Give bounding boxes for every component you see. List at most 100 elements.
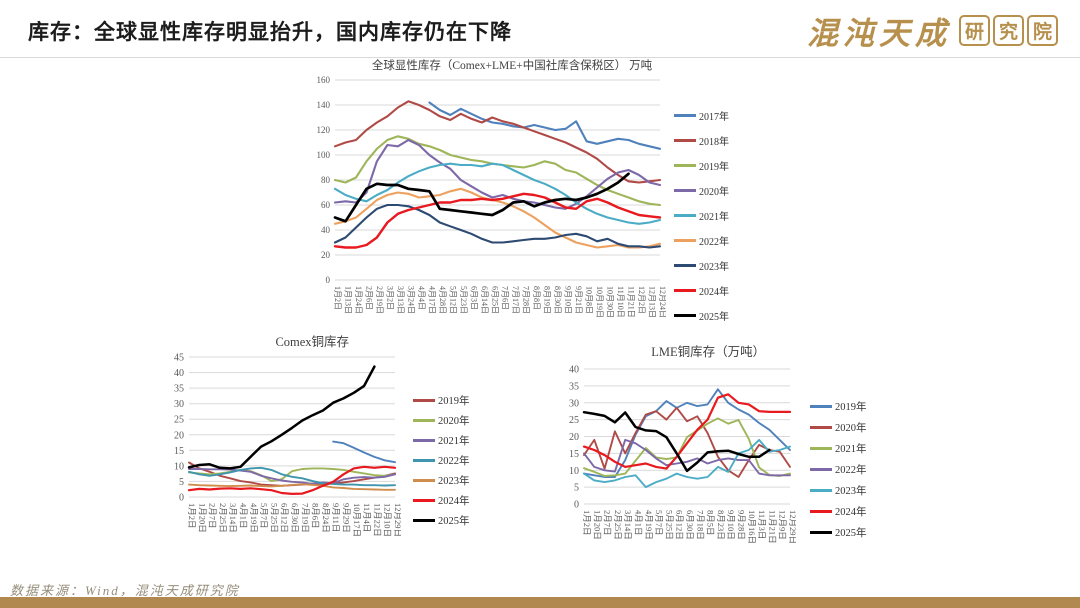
legend-item-2021年: 2021年: [810, 441, 867, 456]
legend-label: 2023年: [699, 262, 729, 273]
x-tick-label: 11月3日: [757, 510, 767, 539]
legend-label: 2020年: [699, 187, 729, 198]
legend-item-2022年: 2022年: [810, 462, 867, 477]
legend-label: 2020年: [438, 416, 470, 427]
legend-swatch: [413, 519, 435, 522]
y-tick-label: 10: [174, 461, 184, 472]
y-tick-label: 40: [321, 225, 331, 235]
x-tick-label: 2月6日: [364, 286, 373, 310]
x-tick-label: 10月16日: [747, 510, 757, 544]
x-tick-label: 6月25日: [490, 286, 499, 314]
legend-swatch: [413, 499, 435, 502]
y-tick-label: 100: [317, 150, 331, 160]
series-line-2018年: [333, 100, 662, 184]
series-line-2020年: [333, 138, 662, 210]
legend-swatch: [810, 405, 832, 408]
x-tick-label: 12月2日: [637, 286, 646, 314]
logo-suffix-char: 研: [959, 15, 990, 46]
logo-suffix: 研究院: [959, 15, 1058, 46]
legend-swatch: [674, 114, 696, 117]
x-tick-label: 10月17日: [352, 503, 362, 537]
y-tick-label: 160: [317, 75, 331, 85]
x-tick-label: 2月25日: [613, 510, 623, 540]
logo-brand-text: 混沌天成: [807, 16, 951, 51]
legend-label: 2022年: [835, 465, 867, 476]
x-tick-label: 5月7日: [654, 510, 664, 536]
legend-label: 2022年: [438, 456, 470, 467]
legend-item-2025年: 2025年: [810, 525, 867, 540]
legend-label: 2019年: [835, 402, 867, 413]
legend-item-2022年: 2022年: [674, 233, 729, 248]
legend-swatch: [674, 164, 696, 167]
bottom-accent-bar: [0, 597, 1080, 608]
x-tick-label: 7月19日: [300, 503, 310, 533]
y-tick-label: 35: [569, 381, 579, 392]
x-tick-label: 6月3日: [469, 286, 478, 310]
series-line-2024年: [187, 465, 397, 495]
series-line-2024年: [582, 393, 792, 470]
y-tick-label: 20: [174, 430, 184, 441]
x-tick-label: 4月28日: [438, 286, 447, 314]
x-tick-label: 4月1日: [239, 503, 249, 529]
legend-label: 2021年: [835, 444, 867, 455]
x-tick-label: 4月4日: [417, 286, 426, 310]
x-tick-label: 11月22日: [372, 503, 382, 537]
x-tick-label: 2月7日: [603, 510, 613, 536]
x-tick-label: 8月30日: [553, 286, 562, 314]
x-tick-label: 2月25日: [218, 503, 228, 533]
x-tick-label: 8月19日: [543, 286, 552, 314]
x-tick-label: 5月25日: [269, 503, 279, 533]
legend-item-2025年: 2025年: [674, 308, 729, 323]
series-line-2020年: [583, 406, 791, 478]
series-line-2022年: [188, 466, 396, 487]
legend-swatch: [674, 264, 696, 267]
x-tick-label: 3月14日: [623, 510, 633, 540]
x-tick-label: 6月30日: [685, 510, 695, 540]
legend-item-2024年: 2024年: [810, 504, 867, 519]
y-tick-label: 30: [174, 399, 184, 410]
legend-item-2018年: 2018年: [674, 133, 729, 148]
legend-swatch: [413, 479, 435, 482]
legend-item-2024年: 2024年: [674, 283, 729, 298]
legend-label: 2021年: [438, 436, 470, 447]
series-line-2021年: [188, 468, 396, 485]
x-tick-label: 5月12日: [448, 286, 457, 314]
legend-swatch: [413, 439, 435, 442]
x-tick-label: 1月24日: [354, 286, 363, 314]
x-tick-label: 2月7日: [208, 503, 218, 529]
x-tick-label: 7月6日: [501, 286, 510, 310]
x-tick-label: 3月13日: [396, 286, 405, 314]
x-tick-label: 6月14日: [480, 286, 489, 314]
y-tick-label: 40: [569, 365, 579, 376]
x-tick-label: 3月24日: [406, 286, 415, 314]
page-title: 库存：全球显性库存明显抬升，国内库存仍在下降: [28, 20, 512, 44]
series-line-2024年: [333, 192, 662, 249]
x-tick-label: 1月20日: [592, 510, 602, 540]
legend-swatch: [413, 399, 435, 402]
x-tick-label: 4月17日: [427, 286, 436, 314]
x-tick-label: 9月28日: [737, 510, 747, 540]
legend-label: 2025年: [438, 516, 470, 527]
x-tick-label: 7月18日: [695, 510, 705, 540]
company-logo: 混沌天成 研究院: [807, 8, 1058, 53]
legend-swatch: [674, 139, 696, 142]
legend-label: 2024年: [835, 507, 867, 518]
legend-swatch: [413, 459, 435, 462]
legend-item-2024年: 2024年: [413, 493, 470, 508]
legend-item-2021年: 2021年: [413, 433, 470, 448]
x-tick-label: 1月2日: [187, 503, 197, 529]
x-tick-label: 1月2日: [333, 286, 342, 310]
legend-item-2025年: 2025年: [413, 513, 470, 528]
legend-label: 2023年: [835, 486, 867, 497]
legend-item-2020年: 2020年: [413, 413, 470, 428]
comex-inventory-chart: 0 5 10 15 20 25 30 35 40 45 1月2日 1月20日 2月7日 2月25日 3月14…: [174, 353, 401, 538]
legend-label: 2021年: [699, 212, 729, 223]
x-tick-label: 5月25日: [664, 510, 674, 540]
series-line-2023年: [333, 203, 662, 249]
chart-title-global: 全球显性库存（Comex+LME+中国社库含保税区） 万吨: [371, 60, 653, 72]
x-tick-label: 8月8日: [532, 286, 541, 310]
series-line-2023年: [188, 483, 396, 491]
x-tick-label: 10月19日: [595, 286, 604, 318]
legend-item-2017年: 2017年: [674, 108, 729, 123]
